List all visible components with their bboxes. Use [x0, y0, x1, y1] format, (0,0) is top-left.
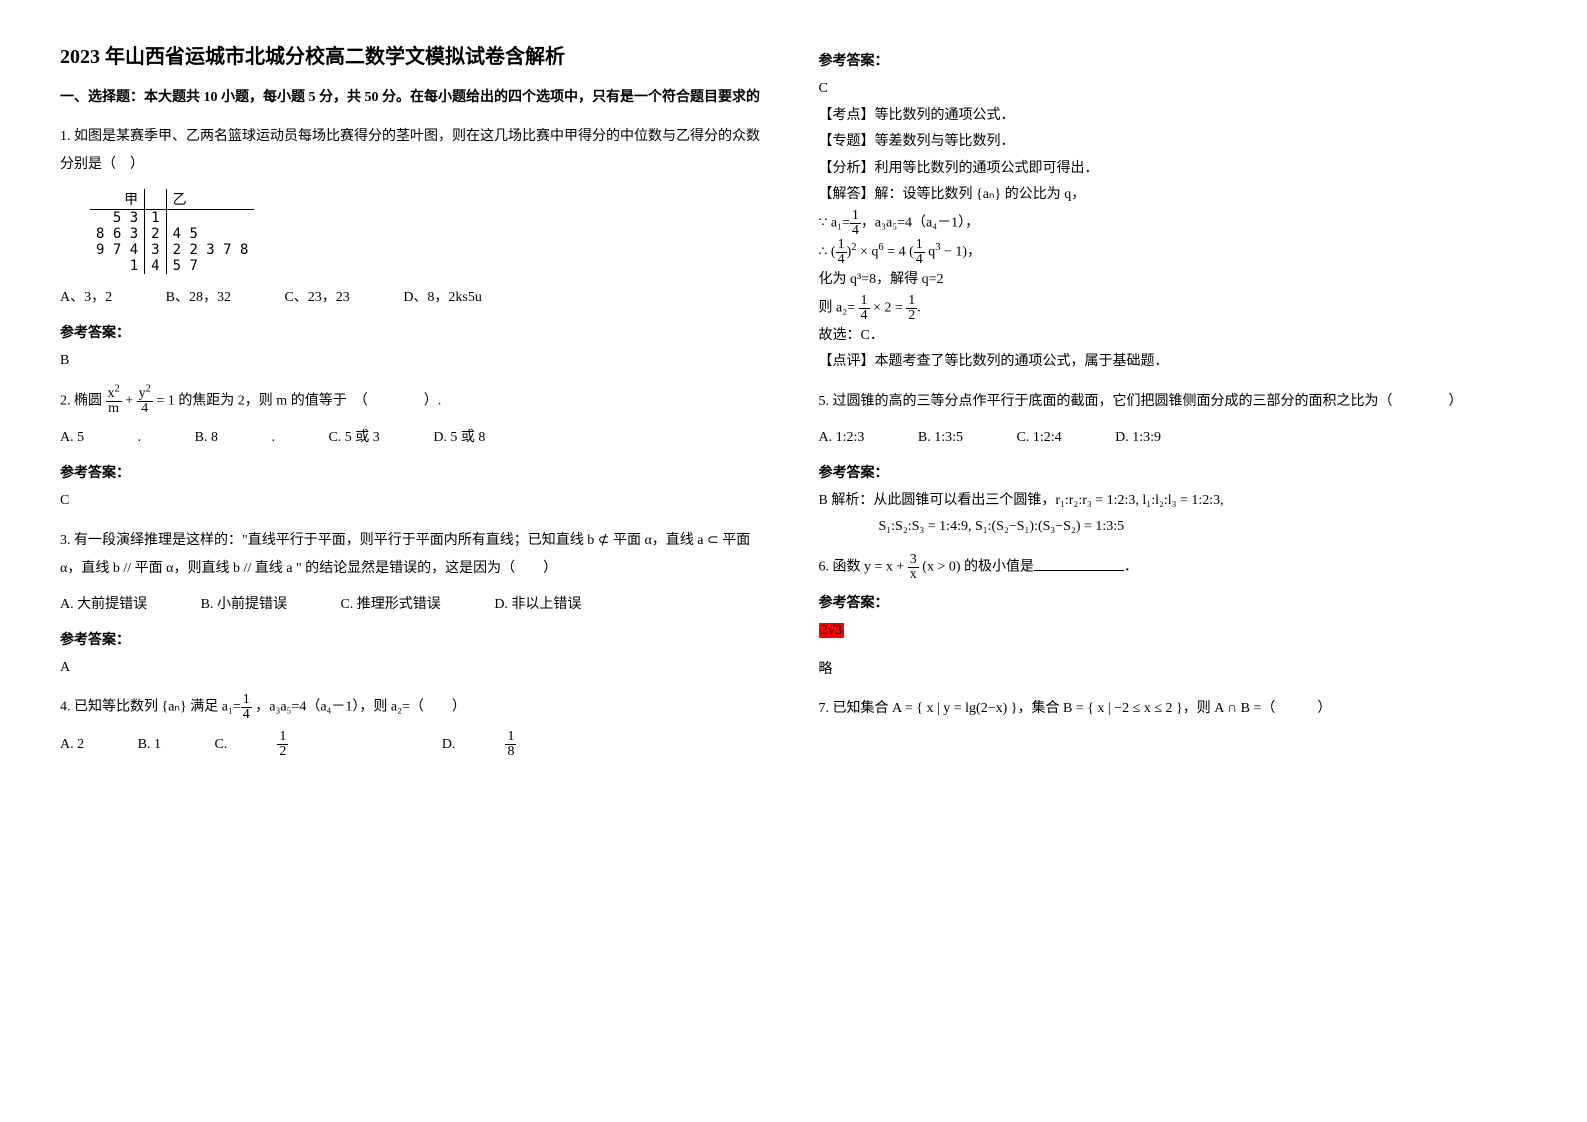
question-7: 7. 已知集合 A = { x | y = lg(2−x) }，集合 B = {… [819, 695, 1528, 723]
q1-answer: B [60, 348, 769, 375]
q4-choices: A. 2 B. 1 C. 12 D. 18 [60, 730, 769, 759]
q5-choice-c: C. 1:2:4 [1017, 424, 1062, 452]
q1-choices: A、3，2 B、28，32 C、23，23 D、8，2ks5u [60, 284, 769, 312]
q3-answer: A [60, 655, 769, 682]
left-column: 2023 年山西省运城市北城分校高二数学文模拟试卷含解析 一、选择题：本大题共 … [60, 40, 769, 767]
answer-label: 参考答案： [819, 592, 1528, 612]
q2-choice-c: C. 5 或 3 [328, 424, 379, 452]
sl-head-right: 乙 [166, 189, 254, 210]
q4-answer-block: C 【考点】等比数列的通项公式． 【专题】等差数列与等比数列． 【分析】利用等比… [819, 76, 1528, 376]
right-column: 参考答案： C 【考点】等比数列的通项公式． 【专题】等差数列与等比数列． 【分… [819, 40, 1528, 767]
answer-label: 参考答案： [60, 462, 769, 482]
q6-answer: 2√3 [819, 618, 1528, 645]
q2-choice-d: D. 5 或 8 [433, 424, 485, 452]
q3-choice-d: D. 非以上错误 [494, 591, 581, 619]
q6-brief: 略 [819, 657, 1528, 684]
q5-choice-b: B. 1:3:5 [918, 424, 963, 452]
q1-choice-b: B、28，32 [166, 284, 231, 312]
answer-label: 参考答案： [819, 462, 1528, 482]
q4-choice-a: A. 2 [60, 731, 84, 759]
question-2: 2. 椭圆 x2m + y24 = 1 的焦距为 2，则 m 的值等于 （ ）. [60, 387, 769, 416]
section-1-heading: 一、选择题：本大题共 10 小题，每小题 5 分，共 50 分。在每小题给出的四… [60, 87, 769, 109]
question-6: 6. 函数 y = x + 3x (x > 0) 的极小值是． [819, 553, 1528, 582]
answer-label: 参考答案： [60, 322, 769, 342]
q4-choice-c: C. 12 [214, 730, 388, 759]
q3-choices: A. 大前提错误 B. 小前提错误 C. 推理形式错误 D. 非以上错误 [60, 591, 769, 619]
question-3: 3. 有一段演绎推理是这样的："直线平行于平面，则平行于平面内所有直线；已知直线… [60, 527, 769, 583]
answer-label: 参考答案： [819, 50, 1528, 70]
stem-leaf-plot: 甲 乙 5 31 8 6 324 5 9 7 432 2 3 7 8 145 7 [90, 189, 254, 274]
q1-choice-c: C、23，23 [284, 284, 349, 312]
q2-choice-a: A. 5 [60, 424, 84, 452]
question-4: 4. 已知等比数列 {aₙ} 满足 a₁=14 ，a₃a₅=4（a₄－1），则 … [60, 693, 769, 722]
exam-title: 2023 年山西省运城市北城分校高二数学文模拟试卷含解析 [60, 40, 769, 69]
q2-choice-b: B. 8 [195, 424, 218, 452]
q1-choice-d: D、8，2ks5u [403, 284, 482, 312]
q4-choice-d: D. 18 [442, 730, 617, 759]
q5-choices: A. 1:2:3 B. 1:3:5 C. 1:2:4 D. 1:3:9 [819, 424, 1528, 452]
q5-choice-a: A. 1:2:3 [819, 424, 865, 452]
q3-choice-a: A. 大前提错误 [60, 591, 147, 619]
q2-choices: A. 5 . B. 8 . C. 5 或 3 D. 5 或 8 [60, 424, 769, 452]
q3-choice-b: B. 小前提错误 [201, 591, 287, 619]
question-1: 1. 如图是某赛季甲、乙两名篮球运动员每场比赛得分的茎叶图，则在这几场比赛中甲得… [60, 123, 769, 179]
answer-label: 参考答案： [60, 629, 769, 649]
sl-head-left: 甲 [90, 189, 145, 210]
blank-line [1034, 556, 1124, 571]
q1-choice-a: A、3，2 [60, 284, 112, 312]
q4-choice-b: B. 1 [138, 731, 161, 759]
q5-answer: B 解析：从此圆锥可以看出三个圆锥，r₁:r₂:r₃ = 1:2:3, l₁:l… [819, 488, 1528, 541]
q2-answer: C [60, 488, 769, 515]
q5-choice-d: D. 1:3:9 [1115, 424, 1161, 452]
q3-choice-c: C. 推理形式错误 [340, 591, 440, 619]
question-5: 5. 过圆锥的高的三等分点作平行于底面的截面，它们把圆锥侧面分成的三部分的面积之… [819, 388, 1528, 416]
